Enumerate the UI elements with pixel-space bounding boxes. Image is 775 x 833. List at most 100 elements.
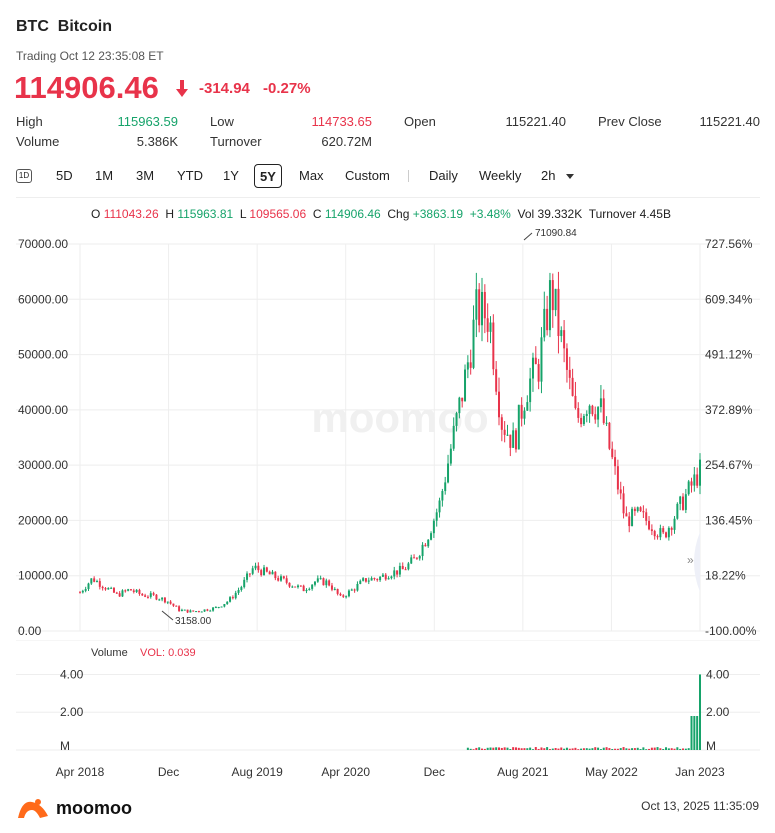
candle-body — [645, 512, 648, 521]
candle-body — [203, 609, 206, 612]
volume-value: 5.386K — [136, 134, 178, 149]
x-tick: Aug 2021 — [497, 765, 549, 779]
candle-body — [195, 611, 198, 613]
ohlc-o-value: 111043.26 — [103, 207, 159, 221]
ohlc-turnover-value: 4.45B — [639, 207, 671, 221]
y-tick-right: 18.22% — [705, 569, 746, 583]
x-tick: Dec — [423, 765, 445, 779]
volume-bar — [636, 747, 639, 750]
moomoo-logo-icon — [18, 799, 48, 818]
tab-custom[interactable]: Custom — [345, 168, 390, 183]
y-tick-right: -100.00% — [705, 624, 757, 638]
volume-chart[interactable]: Volume VOL: 0.039 4.00 4.00 2.00 2.00 M M — [0, 640, 775, 760]
candle-body — [231, 597, 234, 599]
y-tick-right: 372.89% — [705, 403, 753, 417]
candle-body — [509, 434, 512, 448]
tab-weekly[interactable]: Weekly — [479, 168, 522, 183]
tab-1d-label: 1D — [18, 171, 30, 180]
tab-1d[interactable]: 1D — [16, 169, 32, 183]
vol-tick-left: M — [60, 739, 70, 753]
candle-body — [639, 507, 642, 512]
volume-bar — [690, 716, 693, 750]
asset-name: Bitcoin — [57, 18, 112, 35]
ohlc-c-label: C — [312, 207, 322, 221]
expand-panel-icon[interactable] — [694, 532, 700, 592]
candle-body — [282, 576, 285, 579]
candle-body — [506, 434, 509, 436]
candle-body — [546, 308, 549, 331]
volume-bar — [676, 747, 679, 750]
volume-bar — [628, 748, 631, 750]
candle-body — [483, 291, 486, 319]
candle-body — [155, 594, 158, 600]
volume-bar — [560, 747, 563, 750]
interval-dropdown[interactable]: 2h — [536, 164, 580, 188]
price-change: -314.94 — [199, 80, 250, 97]
candle-body — [642, 511, 645, 513]
candle-body — [622, 493, 625, 514]
volume-bar — [580, 748, 583, 750]
open-value: 115221.40 — [505, 114, 567, 129]
candle-body — [597, 407, 600, 420]
tab-1y[interactable]: 1Y — [223, 168, 239, 183]
candle-body — [333, 588, 336, 590]
candle-body — [214, 607, 217, 609]
candle-body — [197, 611, 200, 613]
volume-bar — [551, 748, 554, 750]
expand-chevron-icon[interactable]: » — [687, 553, 694, 567]
candle-body — [84, 589, 87, 591]
ohlc-vol-value: 39.332K — [537, 207, 583, 221]
candle-body — [582, 416, 585, 425]
volume-bar — [543, 748, 546, 750]
candle-body — [299, 585, 302, 587]
candle-body — [588, 405, 591, 414]
candle-body — [107, 587, 110, 590]
candle-body — [486, 318, 489, 332]
candle-body — [413, 557, 416, 559]
ohlc-chg-value: +3863.19 — [412, 207, 464, 221]
candle-body — [265, 567, 268, 572]
y-tick-left: 70000.00 — [18, 237, 68, 251]
ohlc-l-value: 109565.06 — [249, 207, 307, 221]
vol-tick-right: 2.00 — [706, 705, 730, 719]
candle-body — [263, 567, 266, 576]
price-axis-left: 70000.00 60000.00 50000.00 40000.00 30000.00… — [18, 237, 68, 638]
candle-body — [121, 590, 124, 597]
tab-max[interactable]: Max — [299, 168, 324, 183]
volume-bar — [531, 749, 534, 750]
volume-bar — [645, 749, 648, 750]
trading-time: Trading Oct 12 23:35:08 ET — [16, 49, 164, 63]
volume-label: Volume — [16, 134, 60, 149]
volume-bar — [497, 747, 500, 750]
tab-daily[interactable]: Daily — [429, 168, 458, 183]
tab-5y[interactable]: 5Y — [254, 164, 282, 188]
volume-bar — [466, 747, 469, 750]
vol-tick-left: 4.00 — [60, 667, 84, 681]
candle-body — [217, 606, 220, 608]
volume-bar — [574, 747, 577, 750]
volume-bar — [605, 747, 608, 750]
volume-panel-label: Volume — [91, 647, 128, 659]
tab-ytd[interactable]: YTD — [177, 168, 203, 183]
candle-body — [517, 404, 520, 450]
candle-body — [359, 580, 362, 584]
candle-body — [531, 357, 534, 379]
volume-bar — [492, 747, 495, 750]
price-chart[interactable]: 70000.00 60000.00 50000.00 40000.00 30000.00… — [0, 222, 775, 642]
volume-bar — [594, 747, 597, 750]
tab-1m[interactable]: 1M — [95, 168, 114, 183]
tab-5d[interactable]: 5D — [56, 168, 73, 183]
candle-body — [427, 539, 430, 547]
candle-body — [690, 481, 693, 486]
candle-body — [163, 597, 166, 603]
candle-body — [311, 584, 314, 589]
candle-body — [551, 280, 554, 311]
volume-bar — [611, 749, 614, 750]
tab-3m[interactable]: 3M — [136, 168, 155, 183]
turnover-label: Turnover — [210, 134, 262, 149]
max-annotation-label: 71090.84 — [535, 228, 577, 239]
candle-body — [376, 579, 379, 581]
volume-bar — [614, 748, 617, 750]
y-tick-right: 491.12% — [705, 348, 753, 362]
candle-body — [407, 563, 410, 570]
